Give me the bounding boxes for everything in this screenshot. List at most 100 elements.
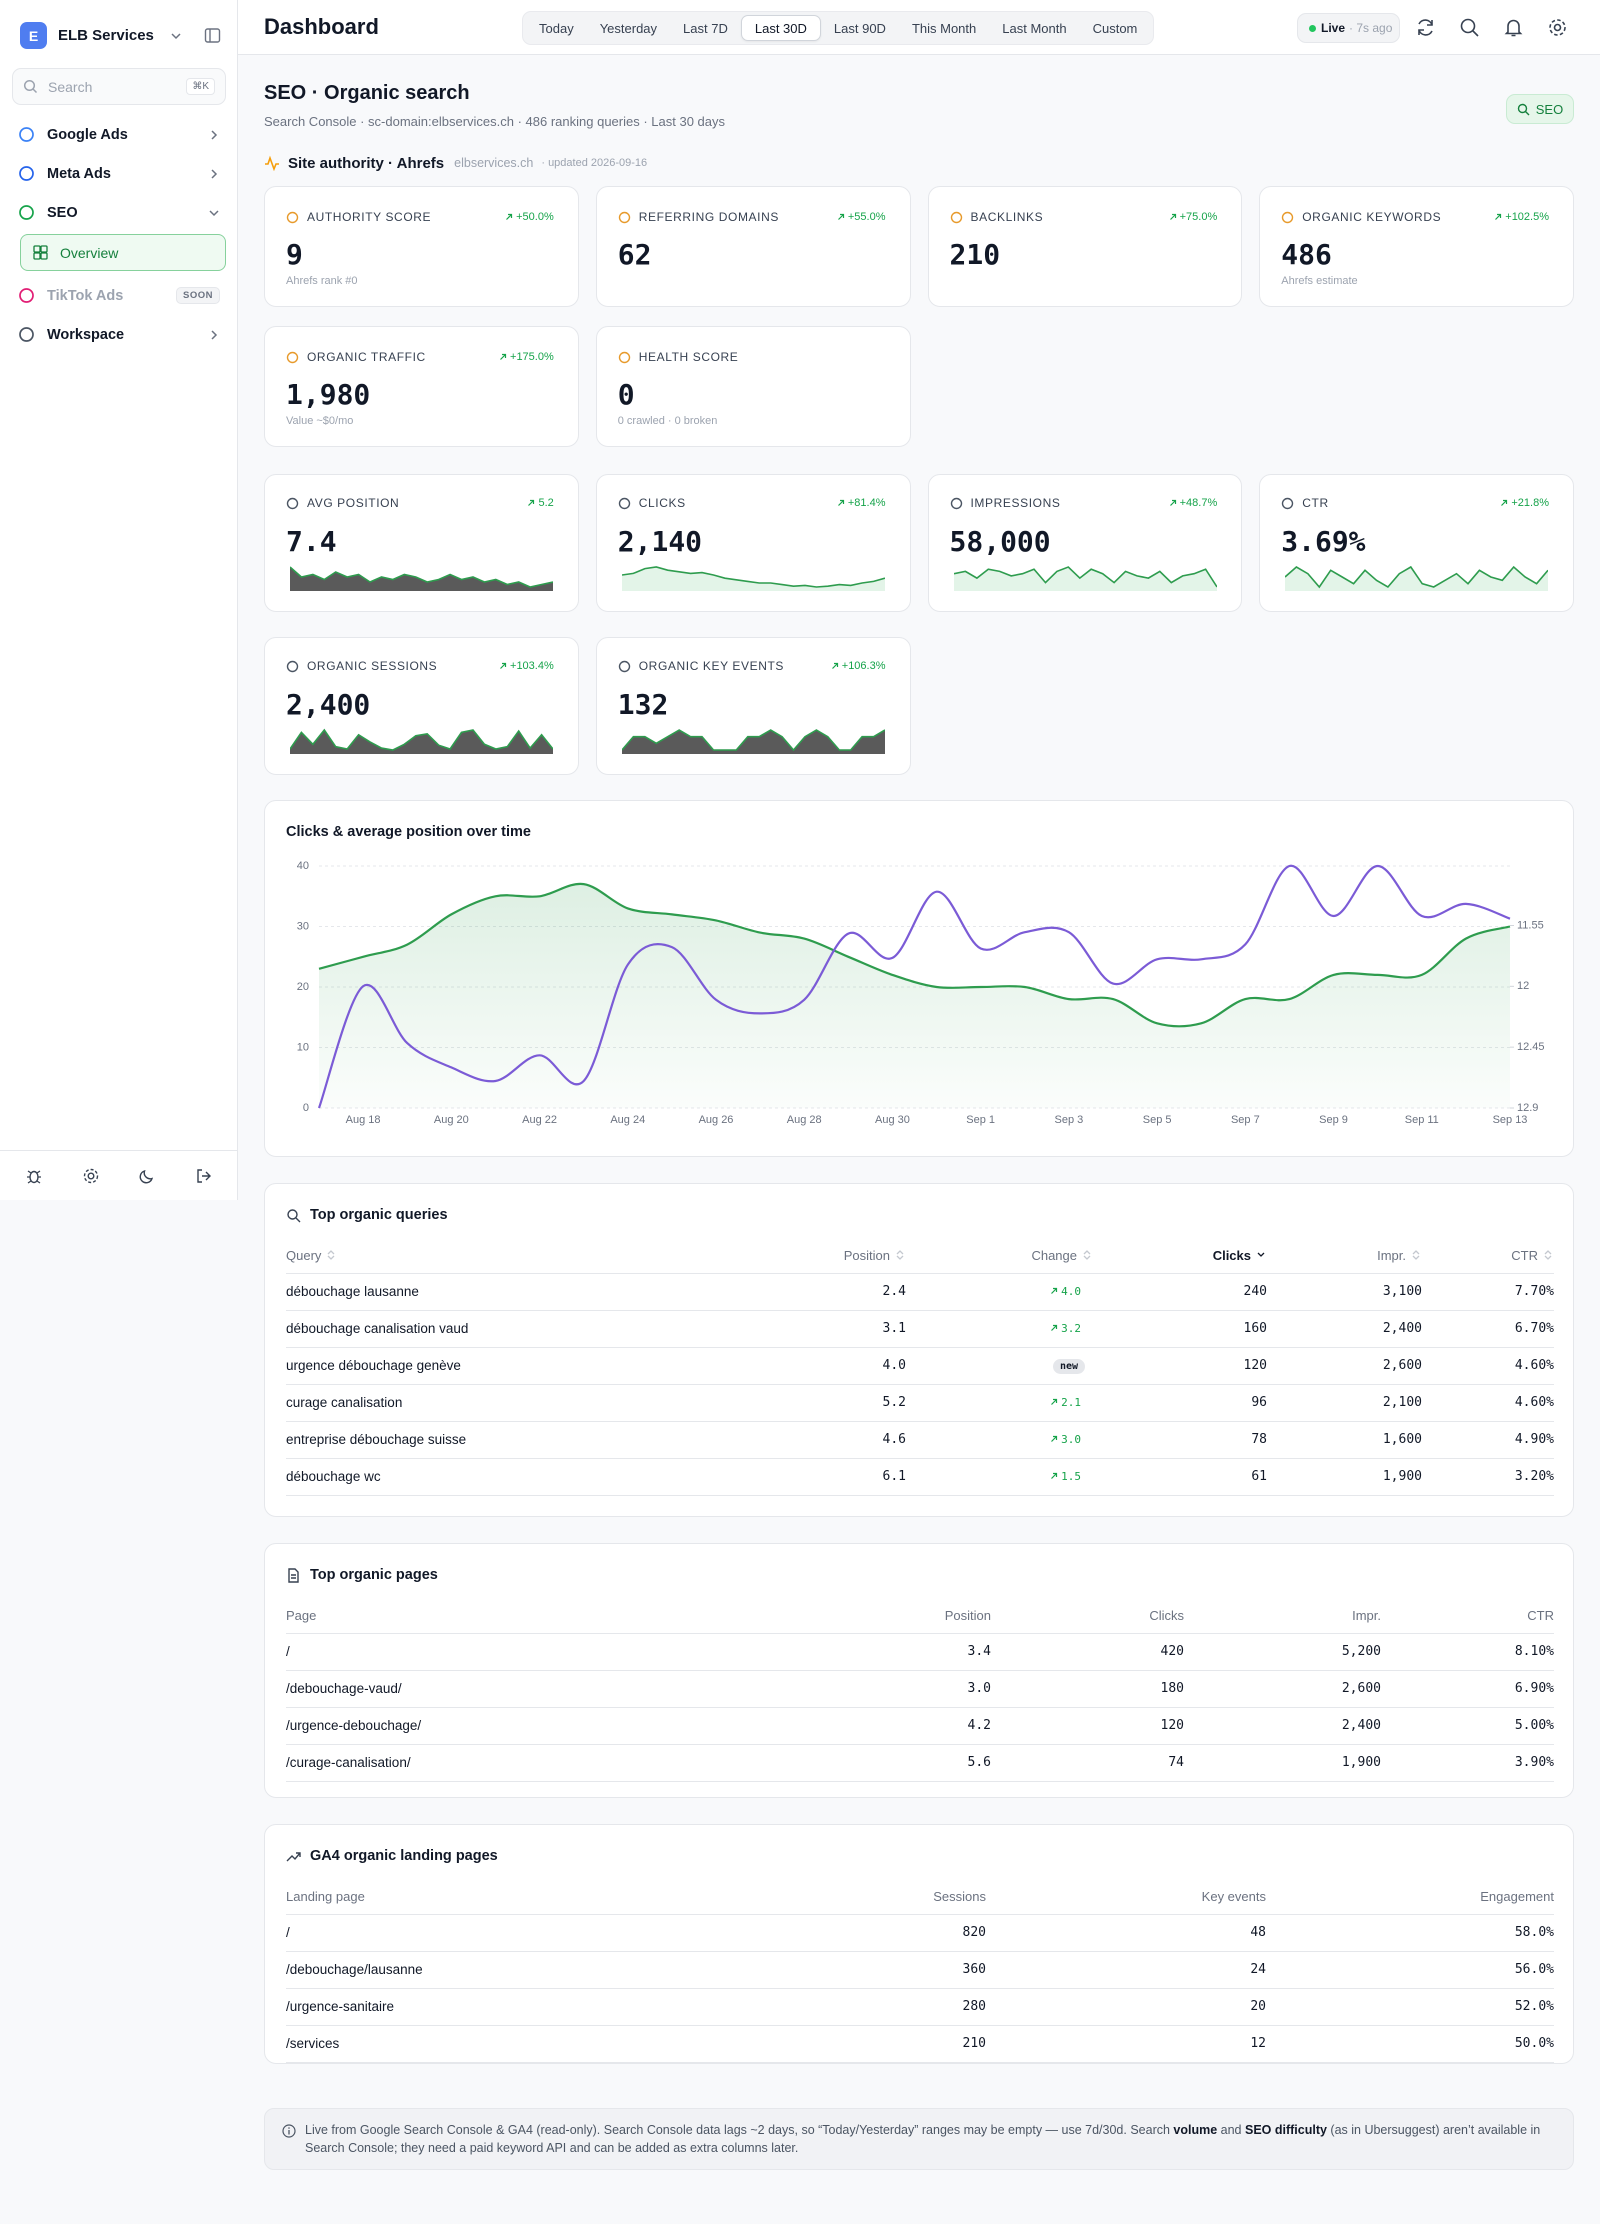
- column-header: Page: [286, 1599, 826, 1634]
- table-cell: 3.1: [756, 1310, 906, 1348]
- table-cell: 4.90%: [1422, 1421, 1554, 1459]
- workspace-switcher[interactable]: E ELB Services: [20, 22, 226, 49]
- activity-icon: [265, 155, 279, 171]
- notifications-icon[interactable]: [1503, 17, 1524, 38]
- theme-icon[interactable]: [138, 1167, 156, 1185]
- kpi-card: CTR +21.8% 3.69%: [1259, 474, 1574, 612]
- range-tab[interactable]: This Month: [911, 20, 977, 36]
- table-row: /3.4 420 5,200 8.10%: [286, 1633, 1554, 1671]
- nav-item[interactable]: SEO: [0, 193, 238, 232]
- refresh-icon[interactable]: [1415, 17, 1436, 38]
- chevron: [211, 168, 218, 179]
- range-tab[interactable]: Last Month: [1002, 20, 1067, 36]
- nav-label: Google Ads: [47, 126, 128, 143]
- table-cell: 1,900: [1184, 1744, 1381, 1782]
- nav-icon: [19, 288, 34, 303]
- authority-title: Site authority · Ahrefs: [288, 154, 445, 172]
- range-tab[interactable]: Custom: [1092, 20, 1138, 36]
- column-header[interactable]: Position: [756, 1239, 906, 1274]
- sort-glyph: [1412, 1250, 1420, 1261]
- range-tab[interactable]: Last 7D: [683, 20, 728, 36]
- x-tick-label: Aug 28: [787, 1114, 822, 1126]
- column-label: CTR: [1511, 1248, 1538, 1264]
- nav-label: SEO: [47, 204, 78, 221]
- search-box[interactable]: Search ⌘K: [12, 68, 226, 105]
- kpi-sub: Value ~$0/mo: [286, 415, 354, 427]
- sparkline: [290, 728, 553, 754]
- nav-icon: [19, 327, 34, 342]
- nav-item[interactable]: Google Ads: [0, 115, 238, 154]
- kpi-icon: [618, 497, 630, 509]
- settings-icon[interactable]: [1547, 17, 1568, 38]
- brand-name: ELB Services: [58, 27, 154, 44]
- x-tick-label: Sep 13: [1493, 1114, 1528, 1126]
- table-cell: curage canalisation: [286, 1384, 756, 1422]
- logout-icon[interactable]: [195, 1167, 213, 1185]
- note-text: and: [1217, 2123, 1245, 2137]
- change-value: 2.1: [1050, 1396, 1081, 1409]
- live-dot: [1309, 24, 1316, 32]
- column-header[interactable]: Change: [906, 1239, 1093, 1274]
- nav-icon: [19, 127, 34, 142]
- nav-item[interactable]: Meta Ads: [0, 154, 238, 193]
- nav-subitem[interactable]: Overview: [20, 234, 226, 271]
- kpi-value: 0: [617, 378, 635, 411]
- table-cell: 24: [986, 1951, 1266, 1989]
- column-header[interactable]: Clicks: [1093, 1239, 1267, 1274]
- table-cell: 280: [816, 1988, 986, 2026]
- kpi-value: 2,140: [617, 525, 703, 558]
- section-title: SEO · Organic search: [264, 82, 470, 104]
- icon-shape: [950, 497, 962, 509]
- nav-item[interactable]: Workspace: [0, 315, 238, 354]
- kpi-sub: 0 crawled · 0 broken: [617, 415, 718, 427]
- page-title: Dashboard: [264, 14, 379, 39]
- column-label: Change: [1031, 1248, 1077, 1264]
- kpi-header: AVG POSITION 5.2: [286, 493, 554, 513]
- live-label: Live: [1321, 21, 1346, 35]
- search-kpi-cards: AVG POSITION 5.2 7.4 CLICKS +81.4% 2,140 IMPRE…: [264, 474, 1574, 775]
- range-tab[interactable]: Yesterday: [599, 20, 658, 36]
- nav-icon: [19, 205, 34, 220]
- column-label: Impr.: [1377, 1248, 1406, 1264]
- chart-title: Clicks & average position over time: [286, 824, 531, 840]
- sparkline-area: [621, 730, 885, 754]
- icon-shape: [288, 1567, 299, 1583]
- chevron-icon: [211, 168, 218, 179]
- header-row: Query Position Change Clicks Impr. CTR: [286, 1239, 1554, 1274]
- nav-item[interactable]: TikTok Ads SOON: [0, 276, 238, 315]
- kpi-label: ORGANIC KEYWORDS: [1302, 210, 1442, 224]
- sort-icon: [327, 1250, 335, 1261]
- table-cell: 240: [1093, 1273, 1267, 1311]
- table-cell: /services: [286, 2025, 816, 2063]
- table-row: débouchage wc 6.1 1.5 61 1,900 3.20%: [286, 1458, 1554, 1496]
- settings-icon[interactable]: [82, 1167, 100, 1185]
- kpi-icon: [618, 211, 630, 223]
- column-header[interactable]: Impr.: [1267, 1239, 1422, 1274]
- table-cell: 160: [1093, 1310, 1267, 1348]
- range-tab[interactable]: Last 30D: [740, 15, 821, 41]
- column-header[interactable]: CTR: [1422, 1239, 1554, 1274]
- kpi-card: IMPRESSIONS +48.7% 58,000: [927, 474, 1243, 612]
- chevron: [211, 129, 218, 140]
- authority-cards: AUTHORITY SCORE +50.0% 9 Ahrefs rank #0 REFE…: [264, 186, 1574, 447]
- kpi-delta: +75.0%: [1169, 211, 1217, 223]
- section-badge: SEO: [1506, 94, 1574, 124]
- table-row: /urgence-sanitaire 280 20 52.0%: [286, 1988, 1554, 2026]
- range-tab[interactable]: Last 90D: [833, 20, 886, 36]
- range-tab[interactable]: Today: [539, 20, 574, 36]
- kpi-delta-value: +102.5%: [1505, 211, 1549, 223]
- icon-shape: [618, 660, 630, 672]
- icon-shape: [618, 497, 630, 509]
- search-icon[interactable]: [1459, 17, 1480, 38]
- change-value: 3.2: [1050, 1322, 1081, 1335]
- topbar: Dashboard Today Yesterday Last 7D Last 30D L…: [238, 0, 1600, 55]
- table-cell: 3.20%: [1422, 1458, 1554, 1496]
- table-cell: 20: [986, 1988, 1266, 2026]
- nav-label: TikTok Ads: [47, 287, 124, 304]
- collapse-icon[interactable]: [204, 27, 221, 44]
- series-line: [317, 864, 1511, 1109]
- debug-icon[interactable]: [25, 1167, 43, 1185]
- kpi-icon: [1282, 211, 1294, 223]
- kpi-header: CTR +21.8%: [1281, 493, 1549, 513]
- column-header[interactable]: Query: [286, 1239, 756, 1274]
